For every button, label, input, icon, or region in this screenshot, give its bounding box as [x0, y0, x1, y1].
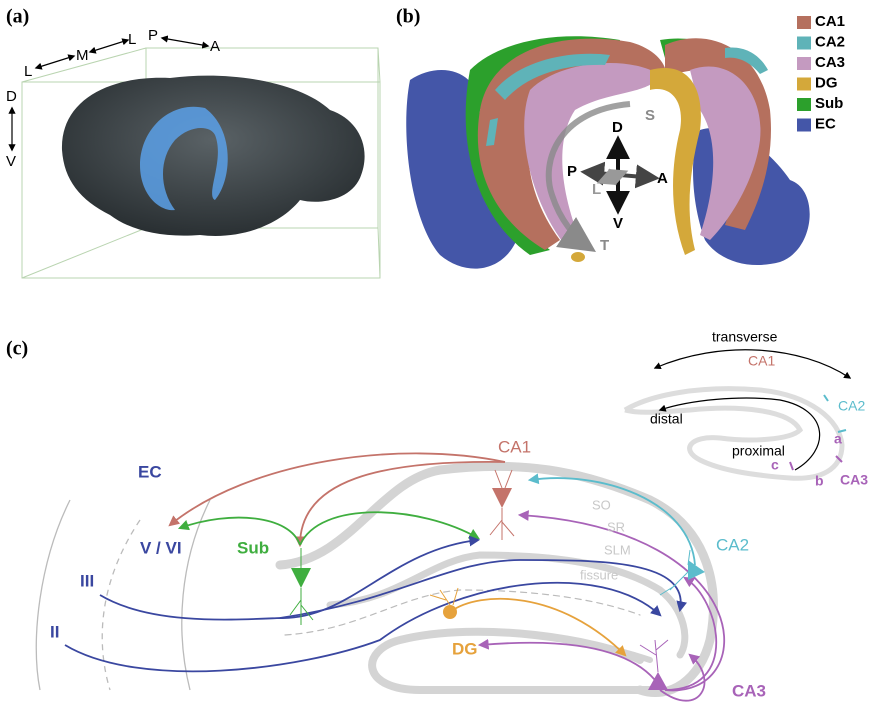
panel-label: (c)	[6, 338, 28, 360]
panel-b: (b) S D P L A V T CA1 CA2 CA3 DG Sub EC	[396, 6, 845, 269]
axis-arrows	[580, 135, 660, 215]
ca2-render	[486, 53, 610, 146]
axis-label: V	[613, 215, 623, 232]
inset-label: b	[815, 473, 824, 489]
legend-label: Sub	[815, 95, 843, 112]
legend: CA1 CA2 CA3 DG Sub EC	[797, 13, 845, 132]
inset-diagram: transverse CA1 CA2 distal proximal a b c…	[623, 329, 868, 489]
septotemporal-arrow	[545, 101, 631, 252]
layer-label: SR	[607, 519, 625, 534]
legend-swatch	[797, 98, 811, 111]
axis-label: T	[600, 237, 609, 254]
inset-outline	[623, 386, 845, 481]
region-label: EC	[138, 462, 162, 481]
axis-label: D	[612, 119, 623, 136]
orientation-label: M	[76, 47, 89, 64]
panel-label: (a)	[6, 6, 29, 28]
region-label: III	[80, 571, 94, 590]
region-label: CA1	[498, 437, 531, 456]
legend-swatch	[797, 118, 811, 132]
dg-render	[650, 68, 701, 255]
axis-label: S	[645, 107, 655, 124]
inset-ticks	[789, 394, 847, 471]
axis-label: P	[567, 163, 577, 180]
legend-swatch	[797, 36, 811, 50]
legend-label: EC	[815, 115, 836, 132]
layer-label: SLM	[604, 542, 631, 557]
ca2-render	[725, 47, 768, 74]
inset-label: CA1	[748, 353, 775, 369]
brain-render	[61, 75, 365, 236]
orientation-label: P	[148, 27, 158, 44]
inset-label: c	[771, 457, 779, 473]
inset-label: proximal	[732, 443, 785, 459]
panel-c: (c) transverse CA1 CA2 distal proximal a…	[6, 329, 868, 702]
neurons	[289, 469, 705, 690]
region-label: Sub	[237, 538, 269, 557]
layer-label: fissure	[580, 567, 618, 582]
region-label: CA3	[732, 681, 766, 700]
orientation-label: L	[128, 31, 136, 48]
axis-label: A	[657, 170, 668, 187]
legend-swatch	[797, 77, 811, 91]
inset-label: transverse	[712, 329, 778, 345]
region-label: V / VI	[140, 538, 182, 557]
layer-label: SO	[592, 497, 611, 512]
inset-label: a	[834, 431, 842, 447]
panel-a: (a) L M L P A D V	[6, 6, 381, 279]
axis-label: L	[592, 181, 601, 198]
orientation-label: D	[6, 88, 17, 105]
region-label: DG	[452, 639, 478, 658]
hippocampus-render	[140, 106, 228, 211]
region-label: II	[50, 622, 59, 641]
legend-label: CA1	[815, 13, 845, 30]
legend-swatch	[797, 16, 811, 29]
legend-label: DG	[815, 74, 838, 91]
orientation-label: L	[24, 63, 32, 80]
panel-label: (b)	[396, 6, 420, 28]
orientation-label: A	[210, 38, 220, 55]
orientation-arrows	[8, 35, 210, 152]
legend-label: CA2	[815, 33, 845, 50]
ca3-render	[690, 66, 761, 240]
distal-arrow	[658, 397, 821, 471]
legend-swatch	[797, 57, 811, 70]
legend-label: CA3	[815, 54, 845, 71]
ca1-render	[477, 38, 667, 250]
ca3-render	[524, 63, 660, 245]
inset-label: CA2	[838, 398, 865, 414]
projections	[64, 452, 726, 702]
transverse-arrow	[653, 349, 852, 379]
inset-label: distal	[650, 411, 683, 427]
dg-render	[571, 252, 585, 262]
orientation-label: V	[6, 153, 16, 170]
region-label: CA2	[716, 535, 749, 554]
ec-render	[406, 70, 520, 269]
ec-layer-lines	[35, 499, 211, 691]
inset-label: CA3	[840, 472, 868, 488]
